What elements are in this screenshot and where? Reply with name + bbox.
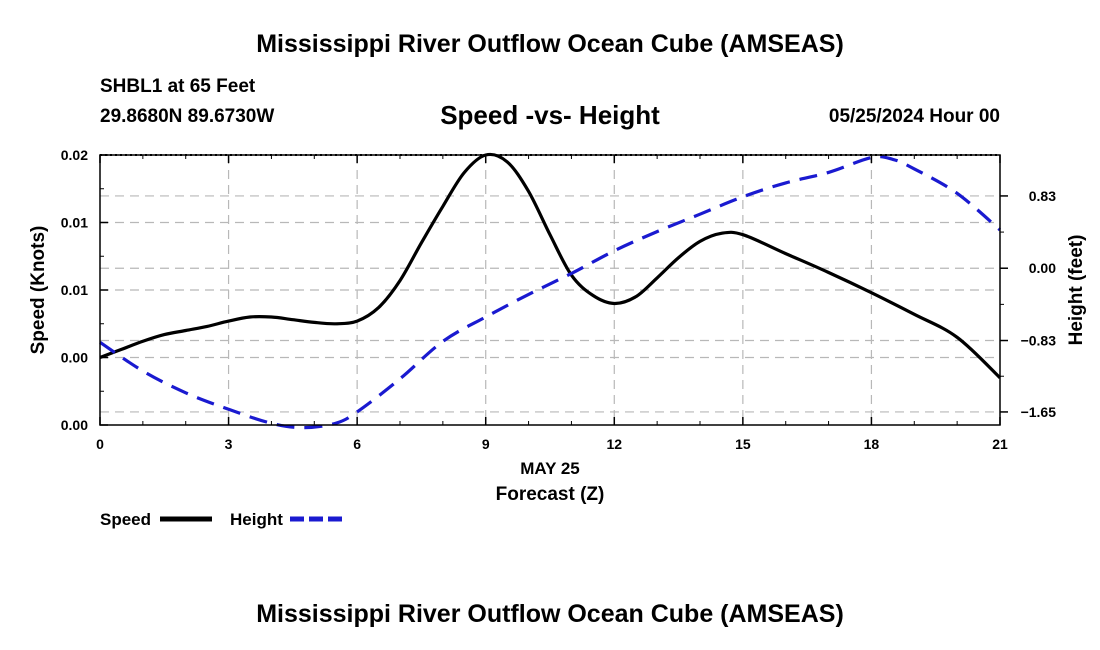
x-tick-label: 15 [735,436,751,452]
chart-subtitle: Speed -vs- Height [440,100,660,130]
x-axis-title: Forecast (Z) [496,484,605,505]
series-line-height [99,155,1002,430]
x-tick-label: 3 [225,436,233,452]
grid [100,155,1000,425]
y-left-tick-label: 0.02 [61,147,88,163]
page-title: Mississippi River Outflow Ocean Cube (AM… [256,30,844,58]
y-left-tick-label: 0.01 [61,215,88,231]
series-line-speed [99,152,1002,379]
x-axis-date-label: MAY 25 [520,459,580,478]
x-tick-label: 21 [992,436,1008,452]
legend: Speed Height [100,510,342,529]
x-tick-label: 0 [96,436,104,452]
forecast-datetime: 05/25/2024 Hour 00 [828,106,1000,127]
x-tick-label: 9 [482,436,490,452]
y-left-tick-label: 0.00 [61,417,88,433]
y-left-axis-title: Speed (Knots) [28,226,49,355]
y-right-tick-label: 0.83 [1029,188,1056,204]
y-right-axis-title: Height (feet) [1066,235,1087,346]
x-tick-label: 18 [864,436,880,452]
x-tick-label: 6 [353,436,361,452]
y-right-tick-label: 0.00 [1029,260,1056,276]
station-label: SHBL1 at 65 Feet [100,76,256,97]
coordinates-label: 29.8680N 89.6730W [100,106,275,127]
axis-labels: 0 3 6 9 12 15 18 21 0.00 0.00 0.01 0.01 0.02 −1.65 −0.… [28,147,1087,505]
y-left-tick-label: 0.01 [61,282,88,298]
y-right-tick-label: −1.65 [1021,404,1057,420]
legend-label-speed: Speed [100,510,151,529]
footer-title: Mississippi River Outflow Ocean Cube (AM… [256,600,844,628]
x-tick-label: 12 [606,436,622,452]
legend-label-height: Height [230,510,283,529]
y-right-tick-label: −0.83 [1021,333,1057,349]
y-left-tick-label: 0.00 [61,350,88,366]
